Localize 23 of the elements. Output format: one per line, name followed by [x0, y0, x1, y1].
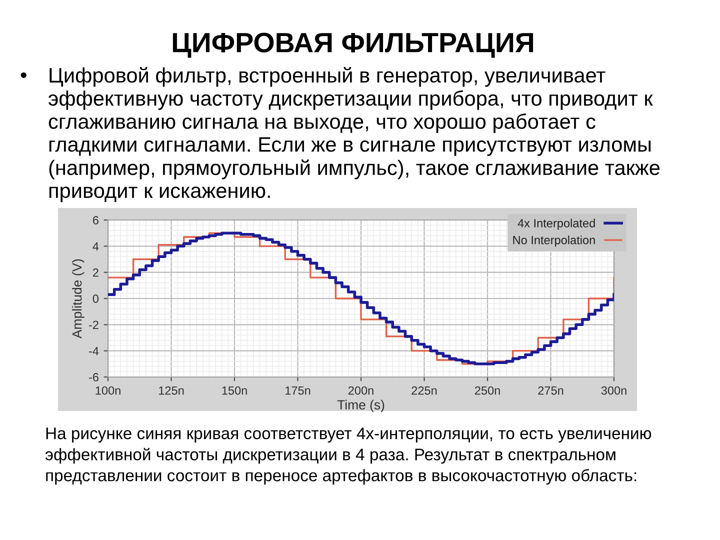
y-tick-label: 2: [93, 268, 98, 277]
text: • Цифровой фильтр, встроенный в генератор, увеличивает эффективную частоту дискретизации прибора, что приводит к сглаживанию сигнала на выходе, что хорошо работает с гладкими сигналами. Если же в сигнале присутствуют изломы (например, прямоугольный импульс), такое сглаживание также приводит к искажению.: [20, 67, 660, 202]
x-tick-label: 125n: [159, 386, 184, 395]
x-tick-label: 150n: [222, 386, 247, 395]
y-tick-label: 4: [92, 242, 99, 250]
x-tick-label: 300n: [601, 386, 626, 395]
text: На рисунке синяя кривая соответствует 4х-интерполяции, то есть увеличению эффективной частоты дискретизации в 4 раза. Результат в спектральном представлении состоит в переносе артефактов в высокочастотную область:: [45, 428, 652, 485]
x-tick-label: 175n: [286, 386, 310, 395]
y-tick-label: 6: [93, 216, 98, 224]
y-tick-label: -6: [89, 373, 98, 382]
x-tick-label: 225n: [412, 386, 437, 395]
y-tick-label: 0: [92, 294, 99, 303]
y-tick-label: -2: [89, 320, 98, 329]
x-tick-label: 100n: [96, 386, 120, 395]
legend-label: No Interpolation: [513, 236, 595, 247]
y-axis-title: Amplitude (V): [72, 259, 84, 338]
legend-label: 4x Interpolated: [518, 218, 595, 230]
x-tick-label: 200n: [348, 386, 374, 395]
y-tick-label: -4: [89, 346, 99, 356]
x-axis-title: Time (s): [337, 400, 384, 412]
x-tick-label: 275n: [538, 386, 564, 395]
chart-title: ЦИФРОВАЯ ФИЛЬТРАЦИЯ: [172, 32, 534, 58]
x-tick-label: 250n: [474, 386, 500, 395]
